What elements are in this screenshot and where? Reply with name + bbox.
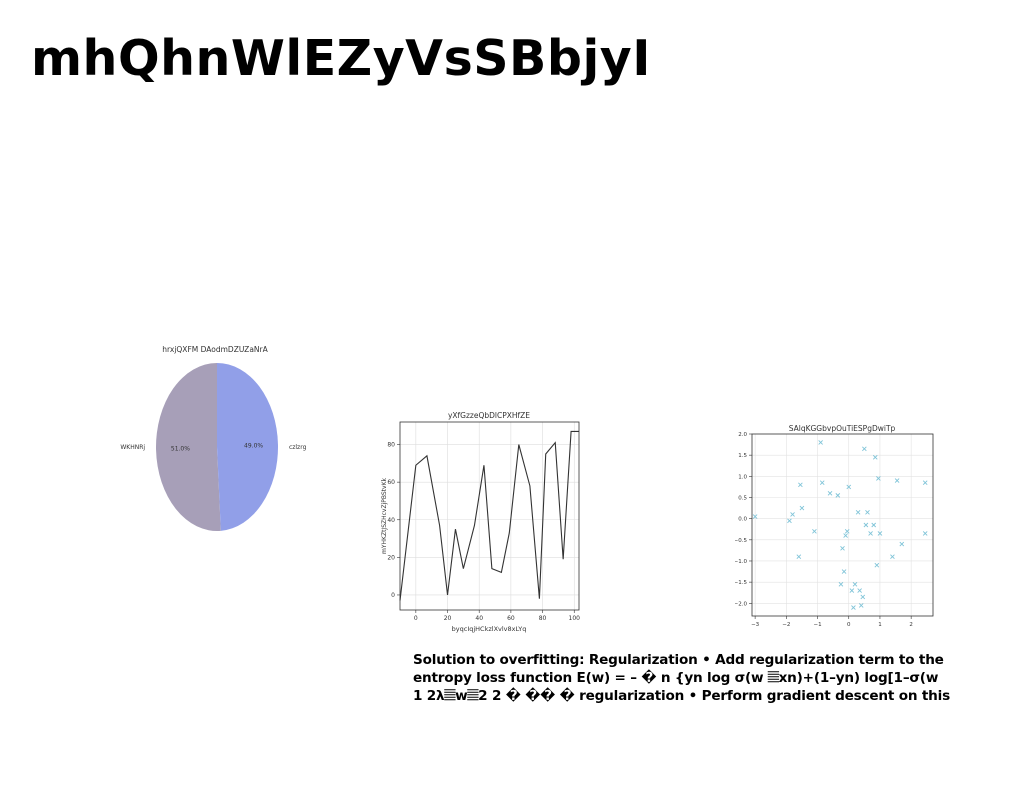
scatter-ytick-label: 0.5 xyxy=(738,495,747,501)
scatter-ytick-label: 2.0 xyxy=(738,432,747,438)
scatter-point xyxy=(835,493,841,498)
scatter-point xyxy=(812,529,817,534)
scatter-point xyxy=(876,476,881,481)
line-xtick-label: 40 xyxy=(475,615,483,622)
line-chart-xlabel: byqcIqjHCkzlXvlv8xLYq xyxy=(452,625,527,633)
scatter-xtick-label: 2 xyxy=(909,622,913,628)
slide-title: mhQhnWlEZyVsSBbjyI xyxy=(31,30,651,87)
scatter-point xyxy=(790,512,795,517)
scatter-point xyxy=(841,569,847,574)
line-xtick-label: 20 xyxy=(444,615,452,622)
line-xtick-label: 60 xyxy=(507,615,515,622)
scatter-point xyxy=(872,454,878,460)
line-xtick-label: 100 xyxy=(569,615,581,622)
line-series xyxy=(399,430,579,601)
scatter-point xyxy=(860,594,866,600)
scatter-point xyxy=(890,554,895,560)
scatter-point xyxy=(819,480,825,485)
line-ytick-label: 20 xyxy=(387,554,395,561)
line-xtick-label: 0 xyxy=(414,615,418,622)
scatter-ytick-label: −2.0 xyxy=(735,601,747,607)
pie-pct-label: 49.0% xyxy=(244,442,263,449)
scatter-point xyxy=(865,509,870,515)
scatter-xtick-label: −2 xyxy=(782,622,790,628)
scatter-ytick-label: −0.5 xyxy=(735,538,747,544)
scatter-point xyxy=(787,518,792,524)
scatter-point xyxy=(846,484,852,490)
scatter-ytick-label: 0.0 xyxy=(738,517,747,523)
scatter-xtick-label: 1 xyxy=(878,622,882,628)
scatter-point xyxy=(840,545,845,551)
line-chart: yXfGzzeQbDlCPXHfZE 0 20 40 60 80 100 0 20 40 60 80… xyxy=(381,411,581,633)
scatter-xtick-label: 0 xyxy=(847,622,851,628)
line-ytick-label: 0 xyxy=(391,592,395,599)
pie-slice-WKHNRj xyxy=(155,363,221,531)
line-plot-frame xyxy=(399,421,580,611)
scatter-point xyxy=(844,529,850,534)
pie-slice-label: czlzrg xyxy=(289,444,307,451)
scatter-point xyxy=(922,531,928,536)
scatter-ytick-label: −1.5 xyxy=(735,580,747,586)
scatter-point xyxy=(818,440,823,445)
scatter-point xyxy=(855,509,861,515)
scatter-chart: SAlqKGGbvpOuTiESPgDwiTp −3 −2 −1 0 1 2 2.0 1.5 1… xyxy=(735,424,934,628)
pie-pct-label: 51.0% xyxy=(171,446,190,453)
pie-chart: hrxjQXFM DAodmDZUZaNrA 51.0% WKHNRj 49.0% c… xyxy=(120,345,307,531)
scatter-point xyxy=(877,531,883,536)
scatter-plot-frame xyxy=(751,433,934,617)
scatter-point xyxy=(843,533,848,538)
line-ytick-label: 40 xyxy=(387,517,395,524)
pie-slice-label: WKHNRj xyxy=(120,444,145,451)
scatter-point xyxy=(871,522,877,528)
scatter-ytick-label: −1.0 xyxy=(735,559,747,565)
scatter-point xyxy=(851,605,856,610)
slide-body-text: Solution to overfitting: Regularization … xyxy=(413,652,950,704)
scatter-point xyxy=(752,514,758,519)
scatter-point xyxy=(858,603,864,608)
scatter-point xyxy=(838,581,844,587)
pie-slice-czlzrg xyxy=(217,363,278,531)
scatter-ytick-label: 1.0 xyxy=(738,474,747,480)
scatter-xtick-label: −3 xyxy=(751,622,760,628)
scatter-point xyxy=(852,581,858,587)
line-ytick-label: 60 xyxy=(387,479,395,486)
scatter-point xyxy=(827,490,833,496)
scatter-point xyxy=(863,522,869,528)
scatter-point xyxy=(894,478,900,483)
scatter-point xyxy=(849,588,855,593)
line-chart-ylabel: mYHKZtJSZHcvZjPBStvKk xyxy=(381,477,388,554)
scatter-chart-title: SAlqKGGbvpOuTiESPgDwiTp xyxy=(789,424,896,433)
line-xtick-label: 80 xyxy=(539,615,547,622)
scatter-point xyxy=(798,482,803,488)
scatter-point xyxy=(922,480,928,485)
scatter-point xyxy=(868,531,873,536)
scatter-point xyxy=(862,446,867,452)
scatter-ytick-label: 1.5 xyxy=(738,453,747,459)
scatter-point xyxy=(796,554,802,560)
line-ytick-label: 80 xyxy=(387,442,395,449)
scatter-xtick-label: −1 xyxy=(813,622,821,628)
line-chart-title: yXfGzzeQbDlCPXHfZE xyxy=(448,411,530,420)
scatter-point xyxy=(857,588,862,593)
scatter-point xyxy=(799,505,805,511)
pie-chart-title: hrxjQXFM DAodmDZUZaNrA xyxy=(162,345,268,354)
scatter-point xyxy=(899,541,905,547)
scatter-point xyxy=(874,562,880,568)
